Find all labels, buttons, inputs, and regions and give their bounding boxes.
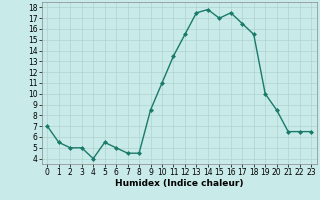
X-axis label: Humidex (Indice chaleur): Humidex (Indice chaleur) (115, 179, 244, 188)
